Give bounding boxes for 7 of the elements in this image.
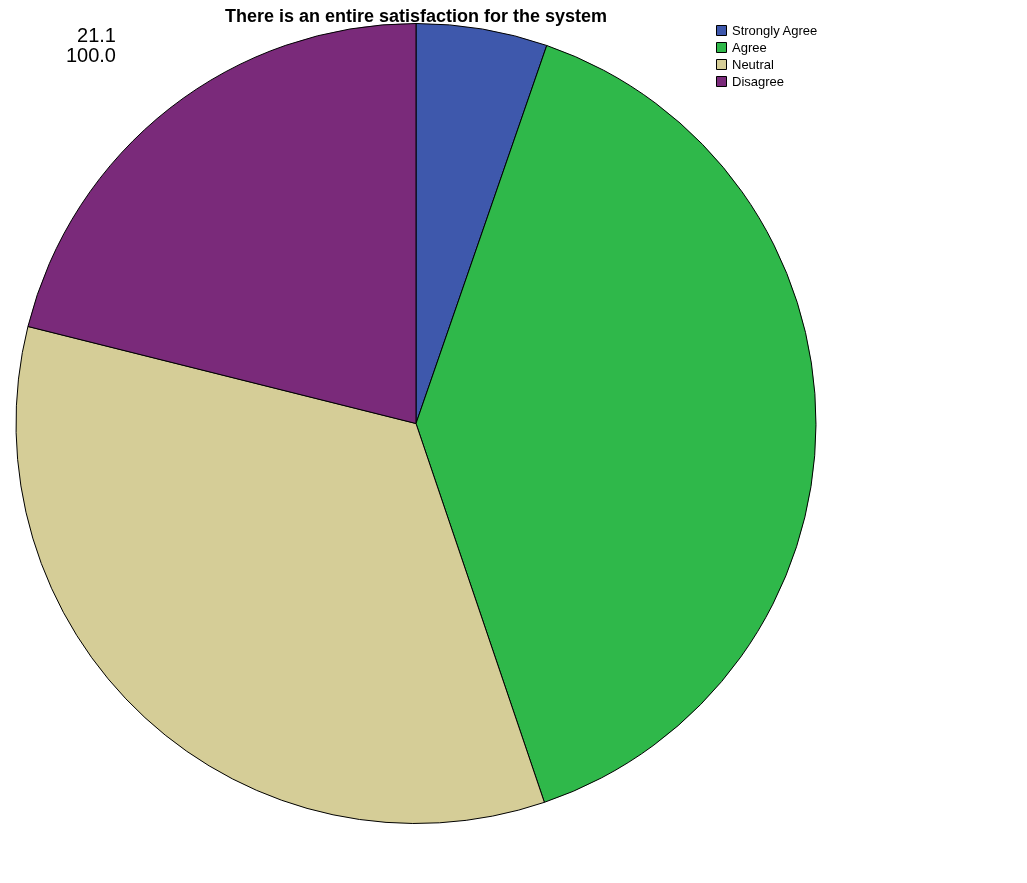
legend-label: Neutral	[732, 56, 775, 72]
legend-label: Disagree	[732, 73, 785, 89]
legend-label: Agree	[732, 39, 767, 55]
chart-title: There is an entire satisfaction for the system	[224, 6, 608, 26]
legend-label: Strongly Agree	[732, 22, 818, 38]
text: 21.1	[77, 24, 116, 46]
text: 100.0	[65, 44, 116, 66]
